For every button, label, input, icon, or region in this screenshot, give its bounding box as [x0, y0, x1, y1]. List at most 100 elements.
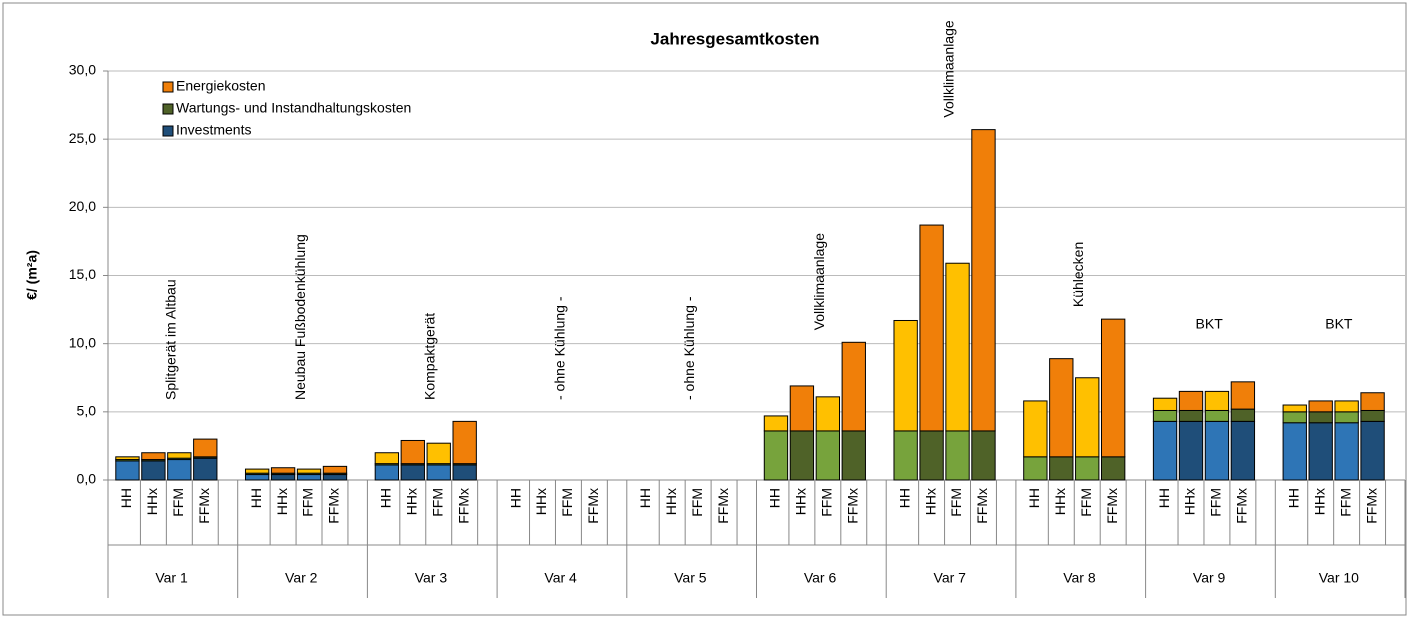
bar-segment — [763, 415, 789, 432]
bar-segment — [1282, 404, 1307, 413]
bar-segment — [1075, 377, 1100, 458]
x-tick-label: FFM — [559, 488, 575, 517]
x-tick-label: FFMx — [455, 488, 471, 524]
bar-segment — [141, 460, 166, 481]
bar-segment — [1023, 456, 1048, 481]
x-tick-label: FFMx — [196, 488, 212, 524]
bar-segment — [1075, 456, 1100, 481]
x-tick-label: FFMx — [585, 488, 601, 524]
x-tick-label: FFM — [948, 488, 964, 517]
x-tick-label: FFM — [1337, 488, 1353, 517]
x-tick-label: HHx — [793, 488, 809, 515]
bar-segment — [1334, 411, 1359, 424]
bar-segment — [1101, 318, 1126, 458]
group-label: Var 3 — [415, 570, 448, 586]
bar-segment — [841, 341, 866, 432]
bar-segment — [426, 464, 451, 481]
y-tick-label: 25,0 — [69, 130, 96, 146]
bar-segment — [244, 468, 270, 474]
x-tick-label: FFM — [1208, 488, 1224, 517]
x-tick-label: FFMx — [844, 488, 860, 524]
group-label: Var 7 — [934, 570, 967, 586]
bar-segment — [789, 430, 815, 481]
bar-segment — [452, 464, 477, 481]
legend-label: Energiekosten — [176, 78, 266, 94]
bar-segment — [322, 474, 348, 481]
x-tick-label: HHx — [274, 488, 290, 515]
bar-segment — [115, 456, 140, 461]
y-tick-label: 5,0 — [77, 403, 97, 419]
bar-segment — [919, 224, 944, 432]
bar-segment — [841, 430, 866, 481]
y-axis-label: €/ (m²a) — [24, 250, 40, 300]
x-tick-label: FFMx — [1104, 488, 1120, 524]
bar-segment — [1308, 422, 1333, 481]
x-tick-label: HH — [248, 488, 264, 508]
annotation: BKT — [1196, 316, 1224, 332]
x-tick-label: HH — [767, 488, 783, 508]
bar-segment — [1178, 390, 1204, 411]
bar-segment — [270, 474, 296, 481]
bar-segment — [1308, 411, 1333, 424]
x-tick-label: HHx — [144, 488, 160, 515]
bar-segment — [167, 452, 192, 459]
bar-segment — [322, 465, 348, 474]
legend-swatch — [162, 81, 174, 93]
bar-segment — [452, 420, 477, 465]
bar-segment — [426, 442, 451, 465]
group-label: Var 1 — [155, 570, 188, 586]
bar-segment — [971, 129, 996, 432]
annotation: Vollklimaanlage — [811, 233, 827, 330]
bar-segment — [1308, 400, 1333, 413]
bar-segment — [1204, 420, 1230, 481]
x-tick-label: FFM — [300, 488, 316, 517]
group-label: Var 5 — [674, 570, 707, 586]
x-tick-label: FFM — [689, 488, 705, 517]
y-tick-label: 0,0 — [77, 471, 97, 487]
group-label: Var 4 — [544, 570, 577, 586]
y-tick-label: 30,0 — [69, 62, 96, 78]
annotation: BKT — [1325, 316, 1353, 332]
bar-segment — [1230, 381, 1256, 410]
annotation: - ohne Kühlung - — [551, 296, 567, 400]
bar-segment — [374, 452, 400, 465]
annotation: - ohne Kühlung - — [681, 296, 697, 400]
bar-segment — [193, 457, 218, 481]
x-tick-label: HHx — [403, 488, 419, 515]
bar-segment — [1152, 409, 1178, 422]
bar-segment — [1152, 397, 1178, 411]
x-tick-label: FFMx — [974, 488, 990, 524]
x-tick-label: HH — [378, 488, 394, 508]
group-label: Var 10 — [1319, 570, 1359, 586]
x-tick-label: HHx — [663, 488, 679, 515]
bar-segment — [400, 439, 425, 465]
bar-segment — [789, 385, 815, 432]
x-tick-label: FFM — [170, 488, 186, 517]
group-label: Var 2 — [285, 570, 318, 586]
x-tick-label: HH — [637, 488, 653, 508]
x-tick-label: HHx — [922, 488, 938, 515]
x-tick-label: HH — [1156, 488, 1172, 508]
annotation: Kompaktgerät — [422, 313, 438, 400]
y-tick-label: 20,0 — [69, 198, 96, 214]
x-tick-label: HHx — [1311, 488, 1327, 515]
y-tick-label: 10,0 — [69, 334, 96, 350]
x-tick-label: HH — [896, 488, 912, 508]
bar-segment — [374, 464, 400, 481]
bar-segment — [1360, 409, 1385, 422]
bar-segment — [1049, 358, 1074, 458]
bar-segment — [193, 438, 218, 458]
legend-swatch — [162, 103, 174, 115]
annotation: Kühlecken — [1070, 242, 1086, 307]
bar-segment — [945, 430, 970, 481]
x-tick-label: HHx — [533, 488, 549, 515]
bar-segment — [1101, 456, 1126, 481]
legend-label: Wartungs- und Instandhaltungskosten — [176, 100, 411, 116]
bar-segment — [141, 452, 166, 461]
bar-segment — [919, 430, 944, 481]
bar-segment — [945, 262, 970, 432]
annotation: Vollklimaanlage — [940, 20, 956, 117]
bar-segment — [400, 464, 425, 481]
